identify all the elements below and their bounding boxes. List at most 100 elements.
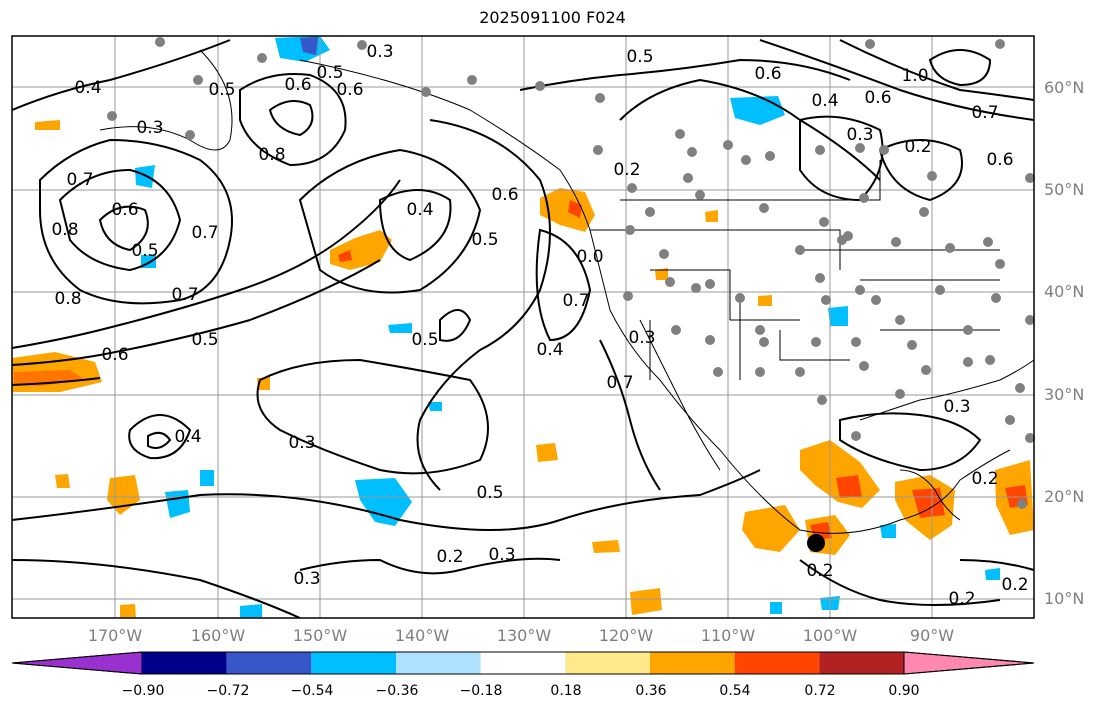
lon-label: 160°W (190, 626, 246, 645)
contour-label: 0.5 (131, 241, 158, 261)
contour-label: 0.6 (754, 64, 781, 84)
lon-label: 150°W (292, 626, 348, 645)
positive-shading (120, 604, 136, 618)
colorbar-label: 0.90 (888, 683, 920, 699)
lon-label: 100°W (802, 626, 858, 645)
contour-label: 0.4 (74, 78, 101, 98)
location-marker (807, 534, 825, 552)
colorbar-segment (565, 652, 650, 674)
negative-shading (300, 37, 318, 55)
contour-label: 0.4 (406, 200, 433, 220)
contour-label: 0.7 (562, 291, 589, 311)
contour-label: 0.6 (491, 185, 518, 205)
positive-shading (758, 295, 772, 306)
contour-label: 0.5 (476, 483, 503, 503)
lat-label: 20°N (1044, 487, 1085, 506)
positive-shading (592, 540, 620, 553)
contour-label: 0.2 (436, 547, 463, 567)
colorbar-segment (226, 652, 312, 674)
positive-shading (836, 475, 862, 498)
colorbar-label: 0.36 (635, 683, 667, 699)
map-background (12, 36, 1034, 618)
colorbar-segment (480, 652, 566, 674)
positive-shading (705, 210, 718, 222)
contour-label: 1.0 (901, 66, 928, 86)
negative-shading (240, 604, 262, 618)
positive-shading (55, 474, 70, 488)
contour-label: 0.5 (191, 330, 218, 350)
lat-label: 30°N (1044, 385, 1085, 404)
contour-label: 0.3 (288, 433, 315, 453)
map-title: 2025091100 F024 (479, 8, 626, 27)
contour-label: 0.2 (904, 137, 931, 157)
positive-shading (912, 488, 945, 518)
lat-label: 10°N (1044, 589, 1085, 608)
positive-shading (536, 443, 558, 462)
lat-label: 40°N (1044, 282, 1085, 301)
colorbar-segment (311, 652, 396, 674)
positive-shading (568, 200, 582, 218)
lon-label: 170°W (87, 626, 143, 645)
contour-label: 0.4 (536, 340, 563, 360)
contour-label: 0.0 (576, 247, 603, 267)
lon-label: 140°W (394, 626, 450, 645)
positive-shading (630, 588, 662, 615)
contour-label: 0.5 (626, 47, 653, 67)
contour-label: 0.2 (613, 160, 640, 180)
colorbar-extend-max (903, 651, 1035, 675)
positive-shading (35, 120, 60, 130)
contour-labels: 0.4 0.3 0.5 0.6 0.7 0.8 0.5 0.6 0.7 0.8 … (51, 42, 1028, 609)
negative-shading (135, 165, 155, 188)
positive-shading (540, 188, 595, 232)
contour-label: 0.8 (258, 145, 285, 165)
negative-shading (828, 306, 848, 326)
colorbar-label: −0.36 (375, 683, 419, 699)
colorbar-segment (142, 652, 227, 674)
contour-label: 0.2 (948, 589, 975, 609)
contour-label: 0.8 (54, 289, 81, 309)
colorbar-label: −0.54 (290, 683, 334, 699)
contour-label: 0.2 (971, 469, 998, 489)
coastlines (99, 49, 1035, 534)
colorbar-label: 0.18 (550, 683, 582, 699)
contour-label: 0.3 (293, 569, 320, 589)
colorbar-label: −0.18 (459, 683, 503, 699)
colorbar-label: 0.54 (719, 683, 751, 699)
contour-label: 0.2 (806, 561, 833, 581)
contour-label: 0.6 (864, 88, 891, 108)
contour-label: 0.6 (284, 75, 311, 95)
negative-shading (880, 524, 896, 538)
contour-label: 0.8 (51, 220, 78, 240)
lon-label: 130°W (496, 626, 552, 645)
lat-label: 50°N (1044, 180, 1085, 199)
colorbar-label: −0.90 (121, 683, 165, 699)
lon-label: 90°W (909, 626, 955, 645)
contour-label: 0.3 (136, 118, 163, 138)
positive-shading (338, 250, 352, 262)
contour-label: 0.4 (811, 91, 838, 111)
contour-label: 0.5 (208, 80, 235, 100)
colorbar-label: 0.72 (804, 683, 836, 699)
station-markers (107, 37, 1035, 509)
contour-label: 0.5 (471, 230, 498, 250)
contour-label: 0.6 (111, 200, 138, 220)
contour-label: 0.5 (316, 63, 343, 83)
negative-shading (388, 323, 412, 333)
contour-label: 0.3 (488, 545, 515, 565)
contour-label: 0.3 (943, 397, 970, 417)
colorbar (11, 651, 1035, 675)
negative-shading (428, 402, 442, 411)
contour-label: 0.7 (971, 103, 998, 123)
contour-label: 0.7 (66, 170, 93, 190)
positive-shading (742, 505, 800, 552)
contour-label: 0.5 (411, 330, 438, 350)
colorbar-outline (11, 651, 1035, 675)
negative-shading (355, 478, 412, 526)
contour-label: 0.6 (986, 150, 1013, 170)
positive-shading (655, 268, 668, 280)
negative-shading (770, 602, 782, 614)
contour-label: 0.2 (1001, 575, 1028, 595)
lat-label: 60°N (1044, 78, 1085, 97)
negative-shading (985, 568, 1000, 580)
contour-label: 0.7 (171, 285, 198, 305)
